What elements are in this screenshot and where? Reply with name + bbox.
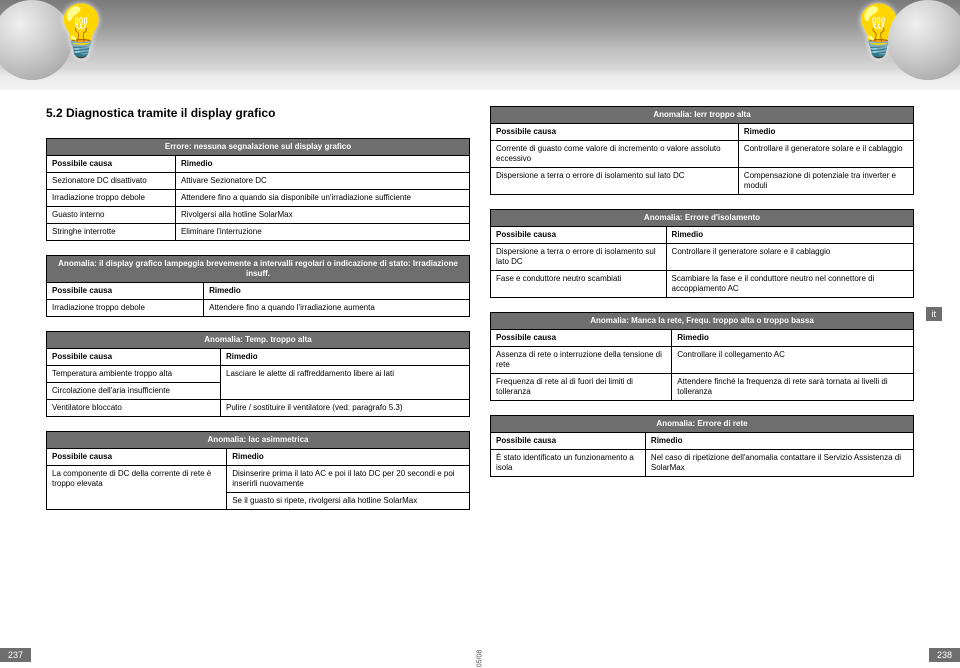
table-row: Temperatura ambiente troppo altaLasciare… — [47, 366, 470, 383]
bulb-icon-left: 💡 — [50, 2, 112, 61]
table-temp-high: Anomalia: Temp. troppo alta Possibile ca… — [46, 331, 470, 417]
col-cause: Possibile causa — [491, 124, 739, 141]
table-row: Corrente di guasto come valore di increm… — [491, 141, 914, 168]
table-row: È stato identificato un funzionamento a … — [491, 450, 914, 477]
table-grid-error: Anomalia: Errore di rete Possibile causa… — [490, 415, 914, 477]
col-cause: Possibile causa — [47, 349, 221, 366]
table-row: Fase e conduttore neutro scambiatiScambi… — [491, 271, 914, 298]
table-row: Assenza di rete o interruzione della ten… — [491, 347, 914, 374]
col-remedy: Rimedio — [738, 124, 913, 141]
doc-code: 05/08 — [477, 650, 484, 668]
table-row: Irradiazione troppo deboleAttendere fino… — [47, 190, 470, 207]
section-title: 5.2 Diagnostica tramite il display grafi… — [46, 106, 470, 120]
table-grid-freq: Anomalia: Manca la rete, Frequ. troppo a… — [490, 312, 914, 401]
table-title: Anomalia: il display grafico lampeggia b… — [47, 256, 470, 283]
hero-image: 💡 💡 — [0, 0, 960, 90]
table-title: Anomalia: Temp. troppo alta — [47, 332, 470, 349]
table-title: Anomalia: Ierr troppo alta — [491, 107, 914, 124]
table-title: Anomalia: Iac asimmetrica — [47, 432, 470, 449]
col-remedy: Rimedio — [221, 349, 470, 366]
col-remedy: Rimedio — [672, 330, 914, 347]
table-row: Stringhe interrotteEliminare l'interruzi… — [47, 224, 470, 241]
table-row: Irradiazione troppo deboleAttendere fino… — [47, 300, 470, 317]
col-cause: Possibile causa — [47, 449, 227, 466]
col-remedy: Rimedio — [645, 433, 913, 450]
col-cause: Possibile causa — [491, 330, 672, 347]
col-remedy: Rimedio — [204, 283, 470, 300]
table-title: Anomalia: Manca la rete, Frequ. troppo a… — [491, 313, 914, 330]
table-display-blink: Anomalia: il display grafico lampeggia b… — [46, 255, 470, 317]
table-row: Dispersione a terra o errore di isolamen… — [491, 168, 914, 195]
table-title: Anomalia: Errore d'isolamento — [491, 210, 914, 227]
col-cause: Possibile causa — [47, 156, 176, 173]
table-row: La componente di DC della corrente di re… — [47, 466, 470, 493]
right-column: Anomalia: Ierr troppo alta Possibile cau… — [490, 106, 914, 638]
col-remedy: Rimedio — [227, 449, 470, 466]
col-cause: Possibile causa — [47, 283, 204, 300]
table-iso-error: Anomalia: Errore d'isolamento Possibile … — [490, 209, 914, 298]
table-row: Frequenza di rete al di fuori dei limiti… — [491, 374, 914, 401]
table-error-no-display: Errore: nessuna segnalazione sul display… — [46, 138, 470, 241]
table-row: Dispersione a terra o errore di isolamen… — [491, 244, 914, 271]
bulb-icon-right: 💡 — [848, 2, 910, 61]
table-row: Sezionatore DC disattivatoAttivare Sezio… — [47, 173, 470, 190]
col-remedy: Rimedio — [175, 156, 469, 173]
col-cause: Possibile causa — [491, 433, 646, 450]
table-title: Anomalia: Errore di rete — [491, 416, 914, 433]
table-iac-asym: Anomalia: Iac asimmetrica Possibile caus… — [46, 431, 470, 510]
col-cause: Possibile causa — [491, 227, 667, 244]
table-row: Guasto internoRivolgersi alla hotline So… — [47, 207, 470, 224]
language-tab: it — [926, 307, 943, 321]
page-number-left: 237 — [0, 648, 31, 662]
left-column: 5.2 Diagnostica tramite il display grafi… — [46, 106, 470, 638]
col-remedy: Rimedio — [666, 227, 913, 244]
table-row: Ventilatore bloccatoPulire / sostituire … — [47, 400, 470, 417]
content-region: 5.2 Diagnostica tramite il display grafi… — [0, 90, 960, 668]
table-ierr-high: Anomalia: Ierr troppo alta Possibile cau… — [490, 106, 914, 195]
table-title: Errore: nessuna segnalazione sul display… — [47, 139, 470, 156]
page-number-right: 238 — [929, 648, 960, 662]
